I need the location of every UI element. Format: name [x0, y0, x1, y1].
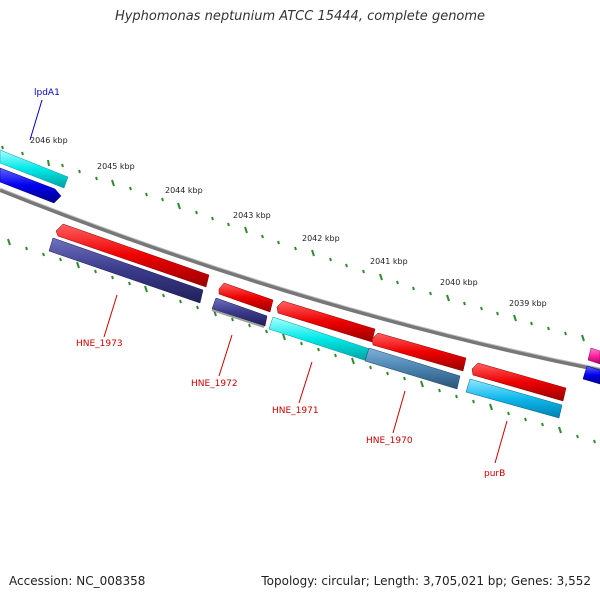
gene-blue-right[interactable] [582, 365, 600, 385]
purB-upper-gene[interactable] [471, 362, 567, 402]
gene-label-lpdA1: lpdA1 [34, 88, 60, 98]
kbp-label: 2042 kbp [302, 234, 340, 243]
HNE_1970-gene[interactable] [364, 347, 461, 390]
kbp-label: 2039 kbp [509, 299, 547, 308]
gene-label-HNE_1973: HNE_1973 [76, 339, 123, 349]
accession-text: Accession: NC_008358 [9, 574, 146, 588]
kbp-label: 2043 kbp [233, 211, 271, 220]
gene-label-HNE_1970: HNE_1970 [366, 436, 413, 446]
HNE_1972-gene[interactable] [211, 297, 268, 327]
gene-label-HNE_1971: HNE_1971 [272, 406, 319, 416]
lpdA1-gene[interactable] [0, 149, 69, 189]
upper-tick-ruler [1, 145, 585, 342]
kbp-label: 2044 kbp [165, 186, 203, 195]
lower-tick-ruler [7, 238, 596, 444]
HNE_1972-gene-shadow [211, 309, 265, 328]
kbp-label: 2041 kbp [370, 257, 408, 266]
HNE_1970-upper-gene[interactable] [371, 332, 467, 372]
HNE_1973-upper-gene[interactable] [55, 223, 210, 288]
gene-blue-left[interactable] [0, 167, 62, 204]
topology-text: Topology: circular; Length: 3,705,021 bp… [261, 574, 591, 588]
map-title: Hyphomonas neptunium ATCC 15444, complet… [114, 9, 486, 24]
gene-labels: lpdA1 HNE_1973 HNE_1972 HNE_1971 HNE_197… [34, 88, 505, 479]
purB-gene[interactable] [465, 378, 563, 419]
HNE_1973-gene[interactable] [48, 237, 204, 304]
gene-pink-right[interactable] [587, 347, 600, 365]
HNE_1972-upper-gene[interactable] [218, 282, 274, 313]
label-leader-lines [29, 99, 508, 464]
kbp-label: 2045 kbp [97, 162, 135, 171]
HNE_1971-upper-gene[interactable] [276, 300, 376, 343]
kbp-labels: 2046 kbp 2045 kbp 2044 kbp 2043 kbp 2042… [30, 136, 547, 308]
genome-backbone [0, 188, 600, 372]
genome-backbone-highlight [0, 187, 600, 369]
kbp-label: 2046 kbp [30, 136, 68, 145]
gene-label-purB: purB [484, 469, 505, 479]
kbp-label: 2040 kbp [440, 278, 478, 287]
gene-label-HNE_1972: HNE_1972 [191, 379, 238, 389]
